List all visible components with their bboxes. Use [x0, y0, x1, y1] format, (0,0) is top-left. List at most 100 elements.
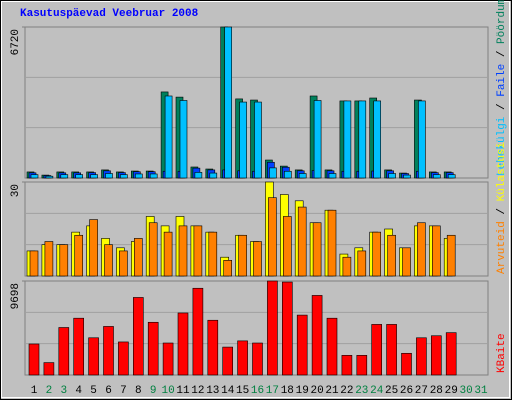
bar: [209, 172, 218, 179]
bar: [237, 340, 248, 376]
bar: [239, 101, 247, 179]
x-tick-label: 4: [75, 385, 82, 397]
x-tick-label: 12: [191, 385, 204, 397]
bar: [119, 250, 128, 277]
bar: [432, 174, 441, 179]
x-tick-label: 29: [445, 385, 458, 397]
bar: [311, 295, 323, 376]
bar: [60, 174, 69, 179]
legend-entry: Arvuteid: [496, 221, 508, 274]
legend-separator: /: [496, 97, 508, 117]
bar: [343, 100, 352, 179]
bar: [372, 231, 382, 277]
x-tick-label: 24: [370, 385, 384, 397]
bar: [387, 234, 396, 277]
bar: [178, 225, 188, 277]
x-tick-label: 21: [325, 385, 339, 397]
bar: [28, 343, 40, 376]
bar: [283, 170, 292, 179]
legend: Lehekülgi / Faile / Pöördumisi: [496, 0, 508, 176]
bar: [89, 219, 98, 277]
x-tick-label: 10: [161, 385, 174, 397]
x-tick-label: 3: [60, 385, 67, 397]
bar: [341, 355, 353, 376]
bar: [45, 175, 54, 179]
bar: [162, 342, 174, 376]
bar: [281, 281, 293, 376]
y-tick-label: 9698: [10, 283, 22, 309]
bar: [164, 95, 173, 179]
bar: [402, 247, 411, 277]
bar: [88, 337, 99, 376]
bar: [58, 327, 70, 376]
bar: [238, 234, 247, 277]
chart-title: Kasutuspäevad Veebruar 2008: [20, 8, 199, 20]
bar: [430, 335, 442, 376]
bar: [74, 234, 83, 277]
bar: [418, 100, 426, 179]
bar: [326, 317, 338, 376]
legend: Arvuteid / Külastusi: [496, 142, 508, 274]
x-tick-label: 16: [251, 385, 264, 397]
bar: [445, 332, 457, 376]
bar: [59, 244, 69, 277]
bar: [447, 174, 456, 179]
bar: [179, 100, 188, 179]
x-tick-label: 18: [281, 385, 294, 397]
x-tick-label: 8: [135, 385, 142, 397]
bar: [358, 100, 367, 179]
x-tick-label: 15: [236, 385, 249, 397]
bar: [401, 352, 412, 376]
bar: [135, 173, 143, 179]
bar: [416, 337, 427, 376]
bar: [356, 355, 368, 376]
x-tick-label: 28: [430, 385, 443, 397]
legend-entry: KBaite: [496, 333, 508, 373]
legend-entry: Lehekülgi: [496, 116, 508, 176]
legend: KBaite: [496, 333, 508, 373]
bar: [149, 173, 158, 179]
bar: [417, 222, 426, 277]
legend-separator: /: [496, 201, 508, 221]
bar: [90, 174, 98, 179]
x-tick-label: 11: [176, 385, 190, 397]
bar: [193, 225, 203, 277]
bar: [269, 167, 277, 179]
bar: [282, 216, 292, 277]
bar: [134, 238, 143, 277]
x-tick-label: 31: [474, 385, 488, 397]
legend-entry: Pöördumisi: [496, 0, 508, 44]
x-tick-label: 1: [31, 385, 38, 397]
bar: [224, 26, 232, 179]
x-tick-label: 13: [206, 385, 219, 397]
x-tick-label: 19: [296, 385, 309, 397]
x-tick-label: 6: [105, 385, 112, 397]
bar: [312, 222, 322, 277]
x-tick-label: 30: [459, 385, 472, 397]
x-tick-label: 26: [400, 385, 413, 397]
y-tick-label: 30: [10, 184, 22, 197]
bar: [297, 206, 307, 277]
bar: [103, 326, 114, 376]
legend-separator: /: [496, 44, 508, 64]
bar: [223, 260, 232, 277]
x-tick-label: 2: [46, 385, 53, 397]
bar: [44, 241, 54, 277]
bar: [192, 287, 204, 376]
x-tick-label: 9: [150, 385, 157, 397]
bar: [104, 244, 113, 277]
bar: [207, 319, 219, 376]
x-tick-label: 27: [415, 385, 428, 397]
bar: [313, 100, 322, 179]
bar: [386, 324, 397, 376]
bar: [268, 197, 277, 277]
bar: [29, 250, 39, 277]
x-tick-label: 20: [310, 385, 323, 397]
bar: [194, 172, 203, 179]
bar: [118, 341, 129, 376]
bar: [148, 222, 158, 277]
bar: [254, 101, 262, 179]
bar: [357, 250, 367, 277]
bar: [298, 173, 307, 179]
